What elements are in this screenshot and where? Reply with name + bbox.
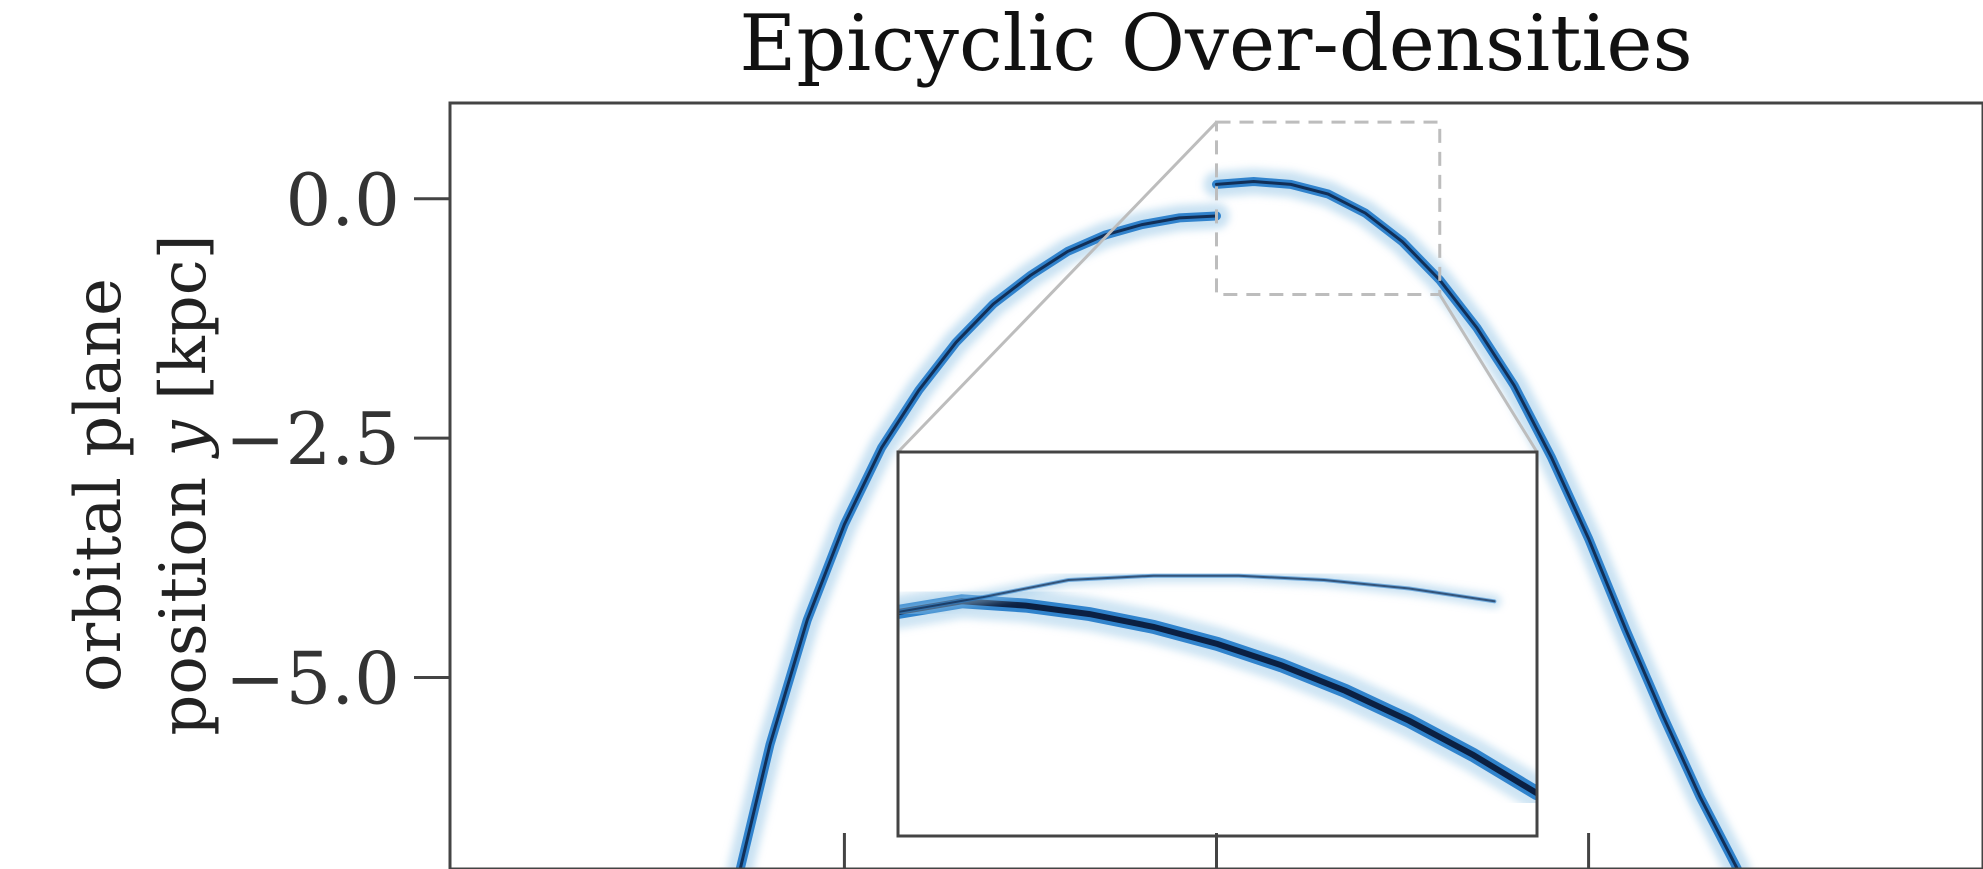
plot-area (727, 168, 1751, 869)
inset-stream-core-1 (898, 574, 1496, 613)
chart-title: Epicyclic Over-densities (739, 0, 1692, 89)
stream-core-0 (738, 214, 1218, 869)
axes-frame (448, 101, 1983, 869)
y-ticks: 0.0 −2.5 −5.0 (225, 158, 450, 721)
x-ticks (842, 833, 1591, 869)
y-axis-label-line2: position y [kpc] (147, 234, 221, 735)
zoom-connector-left (896, 121, 1218, 454)
zoom-connector-right (1438, 293, 1539, 453)
y-tick-label: 0.0 (285, 158, 400, 242)
stream-core-1 (1215, 179, 1739, 869)
y-tick-label: −5.0 (225, 637, 400, 721)
inset-stream-core-0 (898, 598, 1537, 797)
inset-density-layer (898, 568, 1537, 811)
y-axis-label-unit: [kpc] (147, 234, 221, 400)
inset-axes (896, 450, 1539, 838)
y-axis-label-variable: y (147, 419, 221, 459)
density-layer (727, 168, 1751, 869)
y-tick-label: −2.5 (225, 397, 400, 481)
zoom-region-box (1215, 120, 1442, 297)
y-axis-label-line1: orbital plane (62, 278, 136, 692)
zoom-indicator (896, 120, 1539, 454)
y-axis-label-prefix: position (147, 456, 221, 735)
